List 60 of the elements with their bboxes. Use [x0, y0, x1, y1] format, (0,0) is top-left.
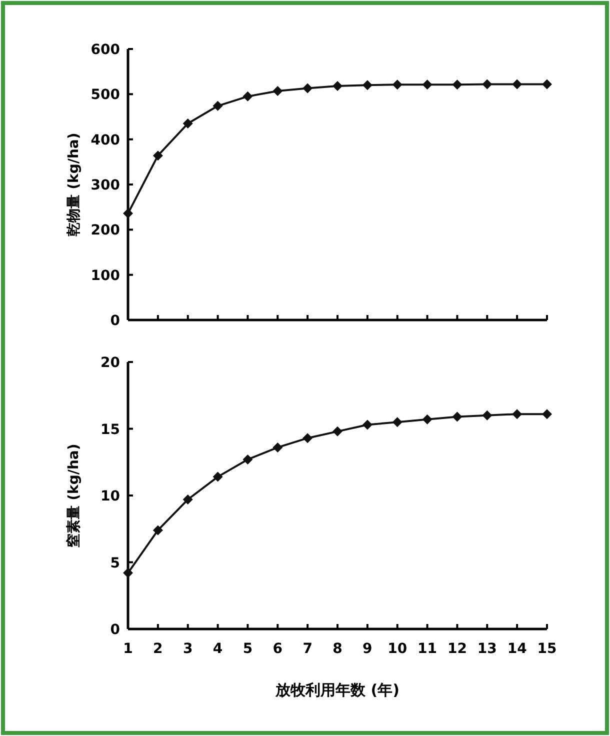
x-tick-label: 10 — [388, 641, 408, 657]
point — [512, 79, 522, 90]
x-tick-label: 8 — [332, 641, 342, 657]
y-axis-title: 窒素量 (kg/ha) — [65, 444, 82, 548]
point — [152, 525, 163, 536]
x-tick-label: 9 — [362, 641, 372, 657]
y-tick-label: 10 — [100, 488, 120, 504]
point — [332, 81, 342, 92]
point — [392, 80, 402, 90]
point — [272, 86, 283, 96]
point — [452, 80, 462, 90]
point — [242, 454, 253, 464]
x-tick-label: 1 — [123, 641, 133, 657]
point — [302, 433, 313, 444]
x-tick-label: 15 — [537, 641, 557, 657]
point — [512, 409, 522, 420]
x-tick-label: 7 — [302, 641, 312, 657]
point — [362, 80, 372, 90]
point — [392, 417, 402, 428]
y-tick-label: 300 — [90, 178, 120, 194]
point — [182, 494, 193, 505]
y-tick-label: 15 — [100, 422, 120, 438]
x-tick-label: 13 — [477, 641, 497, 657]
point — [182, 118, 193, 129]
point — [272, 442, 283, 452]
y-tick-label: 200 — [90, 222, 120, 239]
y-tick-label: 600 — [90, 42, 120, 58]
point — [362, 420, 372, 430]
x-tick-label: 14 — [507, 641, 528, 657]
point — [332, 426, 342, 436]
point — [242, 91, 253, 102]
x-tick-label: 3 — [182, 641, 193, 657]
y-tick-label: 5 — [110, 555, 120, 572]
point — [542, 79, 552, 90]
point — [152, 150, 163, 161]
x-tick-label: 11 — [418, 641, 438, 657]
y-tick-label: 20 — [100, 355, 120, 371]
x-tick-label: 2 — [153, 641, 163, 657]
x-tick-label: 6 — [272, 641, 283, 657]
point — [123, 568, 133, 578]
point — [212, 100, 223, 111]
y-axis-title: 乾物量 (kg/ha) — [66, 132, 82, 236]
x-tick-label: 12 — [447, 641, 467, 657]
y-tick-label: 0 — [110, 622, 120, 638]
point — [123, 208, 133, 218]
x-tick-label: 5 — [242, 641, 253, 657]
y-tick-label: 400 — [90, 132, 120, 148]
x-tick-label: 4 — [212, 641, 223, 657]
point — [482, 410, 492, 420]
x-axis-title: 放牧利用年数 (年) — [274, 681, 400, 699]
y-tick-label: 500 — [90, 87, 120, 104]
y-tick-label: 100 — [90, 268, 120, 284]
point — [482, 79, 492, 90]
point — [302, 83, 313, 94]
point — [212, 472, 223, 482]
point — [542, 409, 552, 420]
point — [452, 412, 462, 422]
point — [422, 80, 432, 90]
y-tick-label: 0 — [110, 313, 120, 329]
point — [422, 414, 432, 424]
